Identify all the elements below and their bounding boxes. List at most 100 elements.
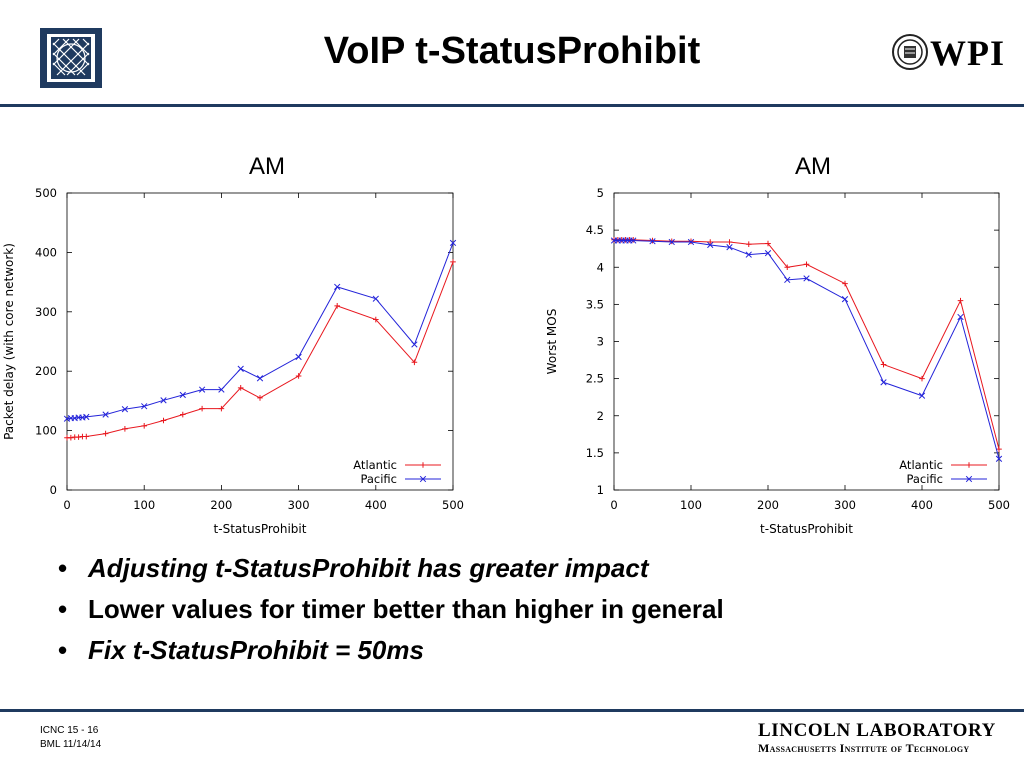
- series-line-atlantic: [67, 261, 454, 439]
- data-point-pacific: [630, 237, 637, 244]
- x-axis-label: t-StatusProhibit: [760, 522, 853, 536]
- data-point-atlantic: [199, 405, 205, 412]
- legend-label: Atlantic: [899, 458, 943, 472]
- data-point-pacific: [918, 392, 926, 399]
- plot-frame: [66, 192, 454, 491]
- data-point-atlantic: [237, 385, 244, 391]
- y-tick-label: 500: [35, 186, 57, 200]
- data-point-atlantic: [373, 316, 379, 323]
- data-point-pacific: [957, 313, 964, 321]
- data-point-pacific: [372, 295, 379, 302]
- data-point-pacific: [295, 353, 302, 361]
- data-point-pacific: [449, 239, 457, 247]
- data-point-atlantic: [450, 259, 456, 265]
- data-point-atlantic: [295, 373, 302, 379]
- bullet-item: • Fix t-StatusProhibit = 50ms: [58, 630, 724, 671]
- bullet-text: Adjusting t-StatusProhibit has greater i…: [88, 553, 649, 583]
- data-point-pacific: [803, 275, 810, 282]
- data-point-pacific: [880, 379, 887, 386]
- data-point-atlantic: [842, 280, 848, 287]
- bullet-list: • Adjusting t-StatusProhibit has greater …: [58, 548, 724, 671]
- y-tick-label: 2: [597, 409, 604, 423]
- data-point-atlantic: [141, 423, 147, 429]
- bullet-item: • Lower values for timer better than high…: [58, 589, 724, 630]
- series-line-atlantic: [614, 239, 1000, 450]
- x-tick-label: 100: [133, 498, 155, 512]
- data-point-pacific: [334, 283, 341, 291]
- y-tick-label: 3: [597, 335, 604, 349]
- header-divider: [0, 104, 1024, 107]
- data-point-pacific: [707, 241, 714, 249]
- bullet-glyph: •: [58, 635, 68, 665]
- data-point-pacific: [160, 397, 167, 404]
- data-point-atlantic: [83, 433, 90, 440]
- bullet-glyph: •: [58, 594, 68, 624]
- data-point-pacific: [141, 403, 148, 410]
- data-point-pacific: [745, 251, 752, 258]
- y-tick-label: 100: [35, 424, 57, 438]
- data-point-pacific: [121, 406, 129, 413]
- x-tick-label: 400: [911, 498, 933, 512]
- y-tick-label: 0: [50, 483, 57, 497]
- x-tick-label: 500: [442, 498, 464, 512]
- x-tick-label: 0: [63, 498, 70, 512]
- data-point-atlantic: [707, 239, 714, 245]
- data-point-atlantic: [745, 241, 752, 248]
- y-tick-label: 3.5: [586, 297, 604, 311]
- data-point-atlantic: [784, 264, 791, 271]
- x-tick-label: 0: [610, 498, 617, 512]
- data-point-atlantic: [880, 361, 887, 368]
- data-point-pacific: [784, 276, 791, 284]
- wpi-seal-icon: [892, 34, 928, 70]
- data-point-atlantic: [668, 238, 675, 245]
- data-point-pacific: [726, 244, 733, 251]
- legend-label: Pacific: [360, 472, 397, 486]
- packet-delay-chart: 0 100 200 300 400 500 0 100 200 300 400 500 t-Status…: [2, 186, 464, 536]
- data-point-atlantic: [334, 303, 340, 309]
- y-tick-label: 4: [597, 260, 604, 274]
- data-point-pacific: [198, 386, 206, 393]
- data-point-pacific: [102, 411, 109, 418]
- data-point-pacific: [668, 238, 675, 246]
- legend-marker: [965, 475, 973, 483]
- data-point-pacific: [237, 365, 244, 372]
- y-tick-label: 400: [35, 245, 57, 259]
- y-axis-label: Packet delay (with core network): [2, 243, 16, 440]
- data-point-pacific: [83, 413, 90, 421]
- y-tick-label: 1.5: [586, 446, 604, 460]
- data-point-pacific: [687, 238, 695, 246]
- x-tick-label: 500: [988, 498, 1010, 512]
- bullet-item: • Adjusting t-StatusProhibit has greater …: [58, 548, 724, 589]
- y-tick-label: 1: [597, 483, 604, 497]
- legend-marker: [420, 462, 426, 468]
- bullet-text: Lower values for timer better than highe…: [88, 594, 724, 624]
- data-point-atlantic: [160, 417, 167, 424]
- right-chart-heading: AM: [795, 153, 831, 180]
- data-point-pacific: [995, 455, 1003, 462]
- legend-label: Atlantic: [353, 458, 397, 472]
- y-tick-label: 300: [35, 305, 57, 319]
- mit-name: Massachusetts Institute of Technology: [758, 741, 970, 755]
- data-point-atlantic: [180, 411, 186, 418]
- legend-marker: [966, 462, 972, 468]
- data-point-pacific: [649, 238, 656, 245]
- lincoln-laboratory-logo: LINCOLN LABORATORY Massachusetts Institu…: [758, 720, 996, 756]
- series-line-pacific: [614, 240, 1000, 459]
- x-axis-label: t-StatusProhibit: [214, 522, 307, 536]
- worst-mos-chart: 0 100 200 300 400 500 1 1.5 2 2.5 3 3.5 4 4.5 5 t-Statu…: [545, 186, 1010, 536]
- footer-info: ICNC 15 - 16 BML 11/14/14: [40, 724, 101, 752]
- data-point-atlantic: [630, 236, 637, 243]
- y-tick-label: 200: [35, 364, 57, 378]
- data-point-atlantic: [411, 359, 418, 366]
- data-point-pacific: [764, 249, 772, 257]
- data-point-atlantic: [726, 239, 733, 245]
- slide-title: VoIP t-StatusProhibit: [323, 30, 701, 72]
- data-point-atlantic: [996, 446, 1002, 452]
- data-point-pacific: [179, 391, 186, 399]
- legend-marker: [419, 475, 427, 483]
- footer-divider: [0, 709, 1024, 712]
- data-point-atlantic: [75, 434, 82, 440]
- data-point-atlantic: [957, 297, 964, 304]
- y-axis-label: Worst MOS: [545, 309, 559, 375]
- x-tick-label: 300: [834, 498, 856, 512]
